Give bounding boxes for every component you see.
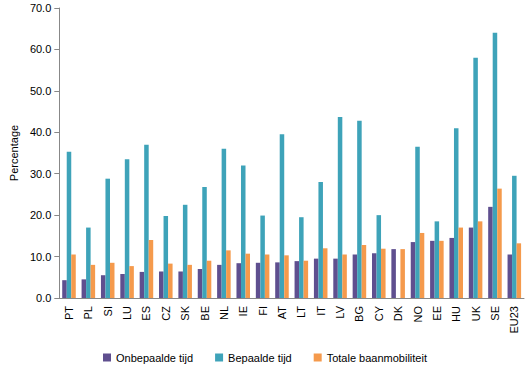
- svg-text:FI: FI: [257, 306, 269, 316]
- svg-text:Totale baanmobiliteit: Totale baanmobiliteit: [327, 352, 427, 364]
- svg-text:IT: IT: [315, 306, 327, 316]
- svg-text:CY: CY: [373, 305, 385, 321]
- svg-text:NL: NL: [218, 306, 230, 320]
- svg-text:40.0: 40.0: [30, 126, 51, 138]
- svg-text:LT: LT: [295, 306, 307, 318]
- svg-text:SI: SI: [102, 306, 114, 316]
- svg-text:NO: NO: [412, 306, 424, 323]
- svg-text:PL: PL: [82, 306, 94, 319]
- svg-text:70.0: 70.0: [30, 2, 51, 14]
- svg-text:SK: SK: [179, 305, 191, 320]
- svg-text:EU23: EU23: [508, 306, 520, 334]
- svg-text:UK: UK: [470, 305, 482, 321]
- svg-text:BG: BG: [353, 306, 365, 322]
- svg-text:IE: IE: [237, 306, 249, 316]
- svg-text:0.0: 0.0: [36, 292, 51, 304]
- svg-text:50.0: 50.0: [30, 85, 51, 97]
- svg-text:PT: PT: [63, 306, 75, 320]
- svg-text:HU: HU: [450, 306, 462, 322]
- svg-text:60.0: 60.0: [30, 43, 51, 55]
- svg-text:SE: SE: [489, 306, 501, 321]
- svg-text:Bepaalde tijd: Bepaalde tijd: [228, 352, 292, 364]
- svg-text:EE: EE: [431, 306, 443, 321]
- svg-text:Onbepaalde tijd: Onbepaalde tijd: [116, 352, 193, 364]
- svg-text:LV: LV: [334, 305, 346, 318]
- svg-text:CZ: CZ: [160, 306, 172, 321]
- svg-text:30.0: 30.0: [30, 168, 51, 180]
- svg-text:LU: LU: [121, 306, 133, 320]
- svg-text:Percentage: Percentage: [8, 125, 20, 181]
- svg-text:DK: DK: [392, 305, 404, 321]
- svg-text:10.0: 10.0: [30, 251, 51, 263]
- svg-text:20.0: 20.0: [30, 209, 51, 221]
- svg-text:ES: ES: [140, 306, 152, 321]
- svg-text:BE: BE: [199, 306, 211, 321]
- svg-text:AT: AT: [276, 306, 288, 320]
